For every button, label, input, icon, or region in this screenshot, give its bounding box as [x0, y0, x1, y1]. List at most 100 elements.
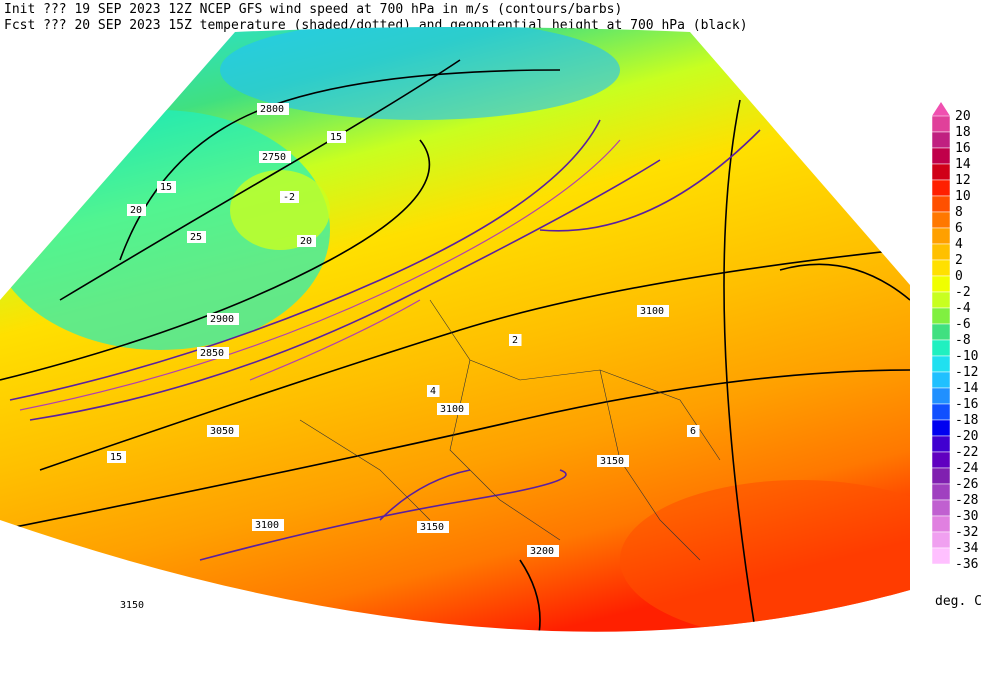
colorbar-label: -18 [955, 413, 978, 428]
colorbar-label: -22 [955, 445, 978, 460]
colorbar-label: -12 [955, 365, 978, 380]
contour-label: 2900 [210, 314, 234, 325]
colorbar-label: 0 [955, 269, 963, 284]
label-box [257, 103, 289, 115]
contour-label: 2800 [260, 104, 284, 115]
colorbar-box [931, 211, 951, 229]
contour-label: 15 [330, 132, 342, 143]
label-box [127, 204, 146, 216]
colorbar-box [931, 531, 951, 549]
colorbar-box [931, 435, 951, 453]
label-box [197, 347, 229, 359]
colorbar-label: -30 [955, 509, 978, 524]
label-box [437, 403, 469, 415]
height-contours [0, 59, 910, 632]
colorbar-box [931, 467, 951, 485]
colorbar-box [931, 115, 951, 133]
label-box [417, 521, 449, 533]
label-box [597, 455, 629, 467]
colorbar-box [931, 131, 951, 149]
label-box [207, 313, 239, 325]
label-box [327, 131, 346, 143]
contour-label: 3150 [120, 600, 144, 611]
contour-label: 3100 [440, 404, 464, 415]
colorbar-label: -14 [955, 381, 979, 396]
colorbar-label: 8 [955, 205, 963, 220]
colorbar-label: -8 [955, 333, 971, 348]
wind-contours [19, 139, 621, 411]
colorbar-box [931, 163, 951, 181]
colorbar-box [931, 483, 951, 501]
contour-label: 15 [160, 182, 172, 193]
colorbar-box [931, 387, 951, 405]
colorbar-label: -34 [955, 541, 979, 556]
label-box [527, 545, 559, 557]
label-box [187, 231, 206, 243]
contour-label: 2750 [262, 152, 286, 163]
colorbar-label: -6 [955, 317, 971, 332]
colorbar-box [931, 259, 951, 277]
colorbar-label: -16 [955, 397, 978, 412]
contour-label: 2 [512, 335, 518, 346]
colorbar-box [931, 275, 951, 293]
colorbar-box [931, 243, 951, 261]
colorbar-label: -4 [955, 301, 971, 316]
label-box [427, 385, 440, 397]
colorbar-arrow [932, 102, 950, 116]
colorbar-label: 20 [955, 109, 971, 124]
contour-label: 4 [430, 386, 436, 397]
contour-label: 3150 [420, 522, 444, 533]
contour-label: 3100 [640, 306, 664, 317]
wind-contours [9, 119, 761, 561]
colorbar-box [931, 355, 951, 373]
colorbar-label: -28 [955, 493, 978, 508]
colorbar-label: -20 [955, 429, 978, 444]
colorbar-box [931, 323, 951, 341]
colorbar-box [931, 499, 951, 517]
colorbar-label: 14 [955, 157, 971, 172]
colorbar-label: -32 [955, 525, 978, 540]
contour-label: -2 [283, 192, 295, 203]
colorbar-box [931, 419, 951, 437]
contour-label: 3050 [210, 426, 234, 437]
contour-label: 6 [690, 426, 696, 437]
warm-pocket [230, 170, 330, 250]
colorbar-label: -26 [955, 477, 978, 492]
label-box [297, 235, 316, 247]
colorbar-box [931, 307, 951, 325]
colorbar-box [931, 179, 951, 197]
colorbar-box [931, 227, 951, 245]
contour-label: 3200 [530, 546, 554, 557]
contour-label: 3100 [255, 520, 279, 531]
map-labels: 2900 2850 2800 2750 3050 3100 3100 3150 3150 3200… [107, 103, 700, 611]
colorbar-box [931, 339, 951, 357]
cold-core [220, 27, 620, 120]
label-box [157, 181, 176, 193]
colorbar-box [931, 547, 951, 565]
colorbar-box [931, 403, 951, 421]
colorbar-label: 10 [955, 189, 971, 204]
label-box [280, 191, 299, 203]
label-box [117, 599, 149, 611]
colorbar-label: -10 [955, 349, 978, 364]
header-line: Init ??? 19 SEP 2023 12Z NCEP GFS wind s… [4, 2, 622, 17]
label-box [107, 451, 126, 463]
contour-label: 20 [130, 205, 142, 216]
colorbar-box [931, 515, 951, 533]
colorbar-unit: deg. C [935, 594, 982, 609]
label-box [687, 425, 700, 437]
colorbar-label: 16 [955, 141, 971, 156]
contour-label: 25 [190, 232, 202, 243]
label-box [509, 334, 522, 346]
contour-label: 2850 [200, 348, 224, 359]
contour-label: 20 [300, 236, 312, 247]
colorbar-box [931, 371, 951, 389]
label-box [207, 425, 239, 437]
contour-label: 3150 [600, 456, 624, 467]
colorbar-box [931, 147, 951, 165]
label-box [252, 519, 284, 531]
label-box [259, 151, 291, 163]
label-box [637, 305, 669, 317]
colorbar-label: 12 [955, 173, 971, 188]
colorbar-label: 6 [955, 221, 963, 236]
